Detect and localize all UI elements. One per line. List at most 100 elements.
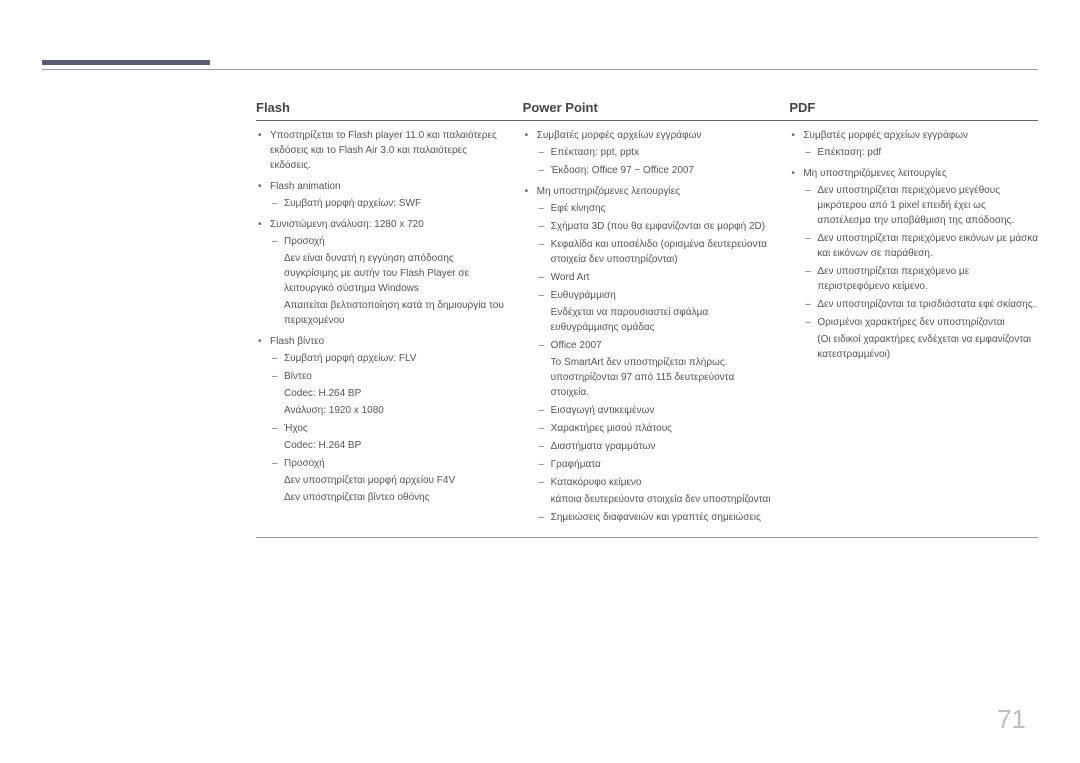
sub-line: Codec: H.264 BP bbox=[284, 438, 505, 453]
sub-line: Το SmartArt δεν υποστηρίζεται πλήρως. υπ… bbox=[551, 355, 772, 400]
column-flash: Υποστηρίζεται το Flash player 11.0 και π… bbox=[256, 128, 505, 531]
dash-item: Δεν υποστηρίζονται τα τρισδιάστατα εφέ σ… bbox=[803, 297, 1038, 312]
dash-text: Χαρακτήρες μισού πλάτους bbox=[551, 423, 672, 434]
dash-item: Έκδοση: Office 97 ~ Office 2007 bbox=[537, 163, 772, 178]
dash-text: Δεν υποστηρίζεται περιεχόμενο μεγέθους μ… bbox=[817, 185, 1014, 226]
dash-text: Κατακόρυφο κείμενο bbox=[551, 477, 642, 488]
dash-list: Δεν υποστηρίζεται περιεχόμενο μεγέθους μ… bbox=[803, 183, 1038, 362]
column-header-pdf: PDF bbox=[789, 100, 1038, 121]
dash-item: Κατακόρυφο κείμενο κάποια δευτερεύοντα στ… bbox=[537, 475, 772, 507]
dash-item: Συμβατή μορφή αρχείων: FLV bbox=[270, 351, 505, 366]
bullet-item: Flash βίντεο Συμβατή μορφή αρχείων: FLV Βί… bbox=[256, 334, 505, 505]
dash-text: Σημειώσεις διαφανειών και γραπτές σημειώ… bbox=[551, 512, 761, 523]
dash-item: Γραφήματα bbox=[537, 457, 772, 472]
dash-text: Σχήματα 3D (που θα εμφανίζονται σε μορφή… bbox=[551, 221, 765, 232]
heading-flash: Flash bbox=[256, 100, 505, 121]
sub-line: Ενδέχεται να παρουσιαστεί σφάλμα ευθυγρά… bbox=[551, 305, 772, 335]
dash-item: Ευθυγράμμιση Ενδέχεται να παρουσιαστεί σφ… bbox=[537, 288, 772, 335]
dash-item: Office 2007 Το SmartArt δεν υποστηρίζεται… bbox=[537, 338, 772, 400]
sub-line: Δεν υποστηρίζεται μορφή αρχείου F4V bbox=[284, 473, 505, 488]
bullet-text: Μη υποστηριζόμενες λειτουργίες bbox=[803, 168, 946, 179]
dash-item: Κεφαλίδα και υποσέλιδο (ορισμένα δευτερε… bbox=[537, 237, 772, 267]
bullet-text: Flash animation bbox=[270, 181, 341, 192]
dash-text: Προσοχή bbox=[284, 236, 325, 247]
sub-line: Δεν υποστηρίζεται βίντεο οθόνης bbox=[284, 490, 505, 505]
dash-list: Συμβατή μορφή αρχείων: SWF bbox=[270, 196, 505, 211]
bullet-text: Flash βίντεο bbox=[270, 336, 324, 347]
column-header-powerpoint: Power Point bbox=[523, 100, 772, 121]
dash-item: Διαστήματα γραμμάτων bbox=[537, 439, 772, 454]
header-underline-rule bbox=[256, 120, 1038, 121]
sub-line: Codec: H.264 BP bbox=[284, 386, 505, 401]
dash-item: Προσοχή Δεν είναι δυνατή η εγγύηση απόδοσ… bbox=[270, 234, 505, 328]
dash-text: Δεν υποστηρίζεται περιεχόμενο εικόνων με… bbox=[817, 233, 1038, 259]
dash-text: Συμβατή μορφή αρχείων: FLV bbox=[284, 353, 416, 364]
dash-text: Δεν υποστηρίζεται περιεχόμενο με περιστρ… bbox=[817, 266, 969, 292]
content-bottom-rule bbox=[256, 537, 1038, 538]
bullet-item: Συμβατές μορφές αρχείων εγγράφων Επέκταση… bbox=[523, 128, 772, 178]
page-number: 71 bbox=[997, 704, 1026, 735]
dash-list: Προσοχή Δεν είναι δυνατή η εγγύηση απόδοσ… bbox=[270, 234, 505, 328]
bullet-list: Συμβατές μορφές αρχείων εγγράφων Επέκταση… bbox=[789, 128, 1038, 362]
dash-item: Δεν υποστηρίζεται περιεχόμενο με περιστρ… bbox=[803, 264, 1038, 294]
bullet-text: Συνιστώμενη ανάλυση: 1280 x 720 bbox=[270, 219, 424, 230]
bullet-text: Υποστηρίζεται το Flash player 11.0 και π… bbox=[270, 130, 497, 171]
dash-text: Κεφαλίδα και υποσέλιδο (ορισμένα δευτερε… bbox=[551, 239, 767, 265]
dash-text: Εισαγωγή αντικειμένων bbox=[551, 405, 655, 416]
dash-text: Ήχος bbox=[284, 423, 308, 434]
dash-text: Ορισμένοι χαρακτήρες δεν υποστηρίζονται bbox=[817, 317, 1004, 328]
dash-text: Επέκταση: ppt, pptx bbox=[551, 147, 639, 158]
dash-list: Επέκταση: pdf bbox=[803, 145, 1038, 160]
dash-text: Βίντεο bbox=[284, 371, 312, 382]
dash-list: Συμβατή μορφή αρχείων: FLV Βίντεο Codec: H… bbox=[270, 351, 505, 505]
dash-item: Σημειώσεις διαφανειών και γραπτές σημειώ… bbox=[537, 510, 772, 525]
dash-item: Δεν υποστηρίζεται περιεχόμενο μεγέθους μ… bbox=[803, 183, 1038, 228]
bullet-item: Συνιστώμενη ανάλυση: 1280 x 720 Προσοχή Δε… bbox=[256, 217, 505, 328]
dash-item: Επέκταση: ppt, pptx bbox=[537, 145, 772, 160]
bullet-text: Μη υποστηριζόμενες λειτουργίες bbox=[537, 186, 680, 197]
bullet-list: Υποστηρίζεται το Flash player 11.0 και π… bbox=[256, 128, 505, 505]
dash-text: Εφέ κίνησης bbox=[551, 203, 606, 214]
dash-item: Ορισμένοι χαρακτήρες δεν υποστηρίζονται (… bbox=[803, 315, 1038, 362]
dash-text: Έκδοση: Office 97 ~ Office 2007 bbox=[551, 165, 694, 176]
sub-line: (Οι ειδικοί χαρακτήρες ενδέχεται να εμφα… bbox=[817, 332, 1038, 362]
header-rule bbox=[42, 69, 1038, 70]
column-headers-row: Flash Power Point PDF bbox=[256, 100, 1038, 121]
dash-item: Συμβατή μορφή αρχείων: SWF bbox=[270, 196, 505, 211]
dash-text: Συμβατή μορφή αρχείων: SWF bbox=[284, 198, 421, 209]
bullet-text: Συμβατές μορφές αρχείων εγγράφων bbox=[803, 130, 968, 141]
sub-line: Απαιτείται βελτιστοποίηση κατά τη δημιου… bbox=[284, 298, 505, 328]
dash-text: Ευθυγράμμιση bbox=[551, 290, 616, 301]
dash-item: Word Art bbox=[537, 270, 772, 285]
bullet-list: Συμβατές μορφές αρχείων εγγράφων Επέκταση… bbox=[523, 128, 772, 525]
bullet-text: Συμβατές μορφές αρχείων εγγράφων bbox=[537, 130, 702, 141]
header-accent-bar bbox=[42, 60, 210, 65]
column-powerpoint: Συμβατές μορφές αρχείων εγγράφων Επέκταση… bbox=[523, 128, 772, 531]
bullet-item: Μη υποστηριζόμενες λειτουργίες Εφέ κίνηση… bbox=[523, 184, 772, 525]
dash-item: Δεν υποστηρίζεται περιεχόμενο εικόνων με… bbox=[803, 231, 1038, 261]
dash-text: Διαστήματα γραμμάτων bbox=[551, 441, 656, 452]
sub-line: κάποια δευτερεύοντα στοιχεία δεν υποστηρ… bbox=[551, 492, 772, 507]
dash-item: Επέκταση: pdf bbox=[803, 145, 1038, 160]
dash-item: Εισαγωγή αντικειμένων bbox=[537, 403, 772, 418]
column-pdf: Συμβατές μορφές αρχείων εγγράφων Επέκταση… bbox=[789, 128, 1038, 531]
dash-item: Σχήματα 3D (που θα εμφανίζονται σε μορφή… bbox=[537, 219, 772, 234]
dash-list: Εφέ κίνησης Σχήματα 3D (που θα εμφανίζοντ… bbox=[537, 201, 772, 525]
dash-text: Γραφήματα bbox=[551, 459, 601, 470]
dash-text: Προσοχή bbox=[284, 458, 325, 469]
bullet-item: Υποστηρίζεται το Flash player 11.0 και π… bbox=[256, 128, 505, 173]
dash-text: Office 2007 bbox=[551, 340, 602, 351]
sub-line: Δεν είναι δυνατή η εγγύηση απόδοσης συγκ… bbox=[284, 251, 505, 296]
heading-powerpoint: Power Point bbox=[523, 100, 772, 121]
bullet-item: Συμβατές μορφές αρχείων εγγράφων Επέκταση… bbox=[789, 128, 1038, 160]
column-header-flash: Flash bbox=[256, 100, 505, 121]
bullet-item: Μη υποστηριζόμενες λειτουργίες Δεν υποστη… bbox=[789, 166, 1038, 362]
dash-text: Word Art bbox=[551, 272, 590, 283]
dash-text: Επέκταση: pdf bbox=[817, 147, 881, 158]
sub-line: Ανάλυση: 1920 x 1080 bbox=[284, 403, 505, 418]
dash-item: Ήχος Codec: H.264 BP bbox=[270, 421, 505, 453]
dash-text: Δεν υποστηρίζονται τα τρισδιάστατα εφέ σ… bbox=[817, 299, 1035, 310]
dash-item: Εφέ κίνησης bbox=[537, 201, 772, 216]
dash-list: Επέκταση: ppt, pptx Έκδοση: Office 97 ~ O… bbox=[537, 145, 772, 178]
document-page: Flash Power Point PDF Υποστηρίζεται το F… bbox=[0, 0, 1080, 763]
